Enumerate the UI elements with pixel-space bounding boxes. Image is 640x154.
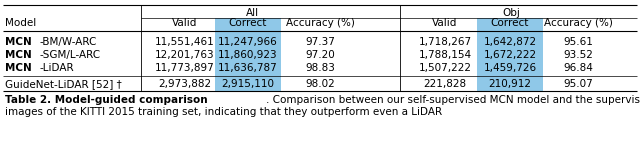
Text: 1,642,872: 1,642,872 xyxy=(483,37,536,47)
Text: 11,860,923: 11,860,923 xyxy=(218,50,278,60)
Text: 210,912: 210,912 xyxy=(488,79,531,89)
Text: Model: Model xyxy=(5,18,36,28)
Text: Accuracy (%): Accuracy (%) xyxy=(543,18,612,28)
Text: Correct: Correct xyxy=(491,18,529,28)
Text: Accuracy (%): Accuracy (%) xyxy=(285,18,355,28)
Text: -BM/W-ARC: -BM/W-ARC xyxy=(40,37,97,47)
Text: 11,773,897: 11,773,897 xyxy=(155,63,215,73)
Bar xyxy=(215,18,281,91)
Text: 1,507,222: 1,507,222 xyxy=(419,63,472,73)
Text: Table 2. Model-guided comparison: Table 2. Model-guided comparison xyxy=(5,95,207,105)
Text: 11,636,787: 11,636,787 xyxy=(218,63,278,73)
Text: -LiDAR: -LiDAR xyxy=(40,63,74,73)
Text: MCN: MCN xyxy=(5,37,32,47)
Text: Valid: Valid xyxy=(432,18,458,28)
Text: 95.07: 95.07 xyxy=(563,79,593,89)
Text: . Comparison between our self-supervised MCN model and the supervised GuideNet s: . Comparison between our self-supervised… xyxy=(266,95,640,105)
Text: 1,459,726: 1,459,726 xyxy=(483,63,536,73)
Text: 2,973,882: 2,973,882 xyxy=(159,79,212,89)
Text: 98.83: 98.83 xyxy=(305,63,335,73)
Bar xyxy=(477,18,543,91)
Text: 95.61: 95.61 xyxy=(563,37,593,47)
Text: 1,672,222: 1,672,222 xyxy=(483,50,536,60)
Text: Correct: Correct xyxy=(229,18,267,28)
Text: MCN: MCN xyxy=(5,63,32,73)
Text: 97.20: 97.20 xyxy=(305,50,335,60)
Text: All: All xyxy=(246,8,259,18)
Text: MCN: MCN xyxy=(5,50,32,60)
Text: 93.52: 93.52 xyxy=(563,50,593,60)
Text: 96.84: 96.84 xyxy=(563,63,593,73)
Text: 97.37: 97.37 xyxy=(305,37,335,47)
Text: -SGM/L-ARC: -SGM/L-ARC xyxy=(40,50,100,60)
Text: GuideNet-LiDAR [52] †: GuideNet-LiDAR [52] † xyxy=(5,79,122,89)
Text: Valid: Valid xyxy=(172,18,198,28)
Text: Obj: Obj xyxy=(502,8,520,18)
Text: 12,201,763: 12,201,763 xyxy=(155,50,215,60)
Text: images of the KITTI 2015 training set, indicating that they outperform even a Li: images of the KITTI 2015 training set, i… xyxy=(5,107,442,117)
Text: 2,915,110: 2,915,110 xyxy=(221,79,275,89)
Text: 221,828: 221,828 xyxy=(424,79,467,89)
Text: 1,718,267: 1,718,267 xyxy=(419,37,472,47)
Text: 11,551,461: 11,551,461 xyxy=(155,37,215,47)
Text: 11,247,966: 11,247,966 xyxy=(218,37,278,47)
Text: 1,788,154: 1,788,154 xyxy=(419,50,472,60)
Text: 98.02: 98.02 xyxy=(305,79,335,89)
